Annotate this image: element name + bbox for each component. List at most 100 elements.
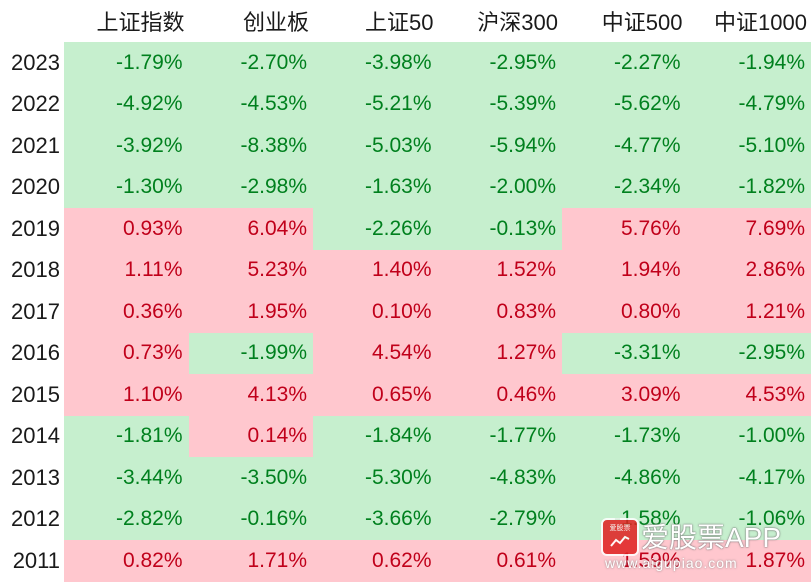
row-year-label: 2015 xyxy=(0,374,64,416)
heatmap-cell: 1.59% xyxy=(562,540,687,582)
heatmap-cell: -2.79% xyxy=(438,499,563,541)
column-header: 创业板 xyxy=(189,0,314,42)
heatmap-cell: 4.53% xyxy=(687,374,811,416)
heatmap-cell: 2.86% xyxy=(687,250,811,292)
heatmap-cell: -1.58% xyxy=(562,499,687,541)
heatmap-cell: 1.95% xyxy=(189,291,314,333)
heatmap-cell: -3.50% xyxy=(189,457,314,499)
heatmap-cell: -5.03% xyxy=(313,125,438,167)
heatmap-cell: -1.30% xyxy=(64,167,189,209)
heatmap-cell: -1.81% xyxy=(64,416,189,458)
heatmap-cell: 0.80% xyxy=(562,291,687,333)
heatmap-cell: -2.95% xyxy=(687,333,811,375)
table-row: 2021-3.92%-8.38%-5.03%-5.94%-4.77%-5.10% xyxy=(0,125,811,167)
heatmap-cell: -5.39% xyxy=(438,84,563,126)
heatmap-cell: 0.36% xyxy=(64,291,189,333)
heatmap-cell: 1.94% xyxy=(562,250,687,292)
heatmap-cell: 0.10% xyxy=(313,291,438,333)
heatmap-cell: -1.63% xyxy=(313,167,438,209)
row-year-label: 2018 xyxy=(0,250,64,292)
heatmap-cell: -0.13% xyxy=(438,208,563,250)
heatmap-cell: -1.79% xyxy=(64,42,189,84)
heatmap-cell: 0.62% xyxy=(313,540,438,582)
heatmap-cell: -2.70% xyxy=(189,42,314,84)
heatmap-cell: -3.66% xyxy=(313,499,438,541)
heatmap-cell: 3.09% xyxy=(562,374,687,416)
heatmap-cell: -4.17% xyxy=(687,457,811,499)
heatmap-cell: -5.94% xyxy=(438,125,563,167)
heatmap-cell: 0.14% xyxy=(189,416,314,458)
heatmap-cell: 4.54% xyxy=(313,333,438,375)
row-year-label: 2012 xyxy=(0,499,64,541)
heatmap-cell: 1.71% xyxy=(189,540,314,582)
heatmap-cell: -3.92% xyxy=(64,125,189,167)
column-header: 中证1000 xyxy=(687,0,811,42)
column-header: 上证50 xyxy=(313,0,438,42)
row-year-label: 2013 xyxy=(0,457,64,499)
heatmap-cell: -4.77% xyxy=(562,125,687,167)
heatmap-cell: -4.83% xyxy=(438,457,563,499)
heatmap-cell: -2.34% xyxy=(562,167,687,209)
heatmap-cell: -3.31% xyxy=(562,333,687,375)
row-year-label: 2022 xyxy=(0,84,64,126)
heatmap-cell: -2.98% xyxy=(189,167,314,209)
heatmap-cell: -1.82% xyxy=(687,167,811,209)
heatmap-cell: -1.73% xyxy=(562,416,687,458)
heatmap-cell: 4.13% xyxy=(189,374,314,416)
heatmap-cell: 0.65% xyxy=(313,374,438,416)
heatmap-cell: 0.61% xyxy=(438,540,563,582)
heatmap-cell: -4.79% xyxy=(687,84,811,126)
row-year-label: 2019 xyxy=(0,208,64,250)
heatmap-cell: -5.30% xyxy=(313,457,438,499)
table-row: 2014-1.81%0.14%-1.84%-1.77%-1.73%-1.00% xyxy=(0,416,811,458)
heatmap-cell: -2.82% xyxy=(64,499,189,541)
row-year-label: 2021 xyxy=(0,125,64,167)
row-year-label: 2023 xyxy=(0,42,64,84)
heatmap-cell: -2.00% xyxy=(438,167,563,209)
heatmap-cell: 5.23% xyxy=(189,250,314,292)
heatmap-cell: -5.10% xyxy=(687,125,811,167)
table-body: 2023-1.79%-2.70%-3.98%-2.95%-2.27%-1.94%… xyxy=(0,42,811,582)
table-row: 2023-1.79%-2.70%-3.98%-2.95%-2.27%-1.94% xyxy=(0,42,811,84)
heatmap-cell: -1.06% xyxy=(687,499,811,541)
row-year-label: 2020 xyxy=(0,167,64,209)
table-row: 2022-4.92%-4.53%-5.21%-5.39%-5.62%-4.79% xyxy=(0,84,811,126)
heatmap-cell: 0.73% xyxy=(64,333,189,375)
heatmap-cell: 6.04% xyxy=(189,208,314,250)
heatmap-cell: -2.27% xyxy=(562,42,687,84)
heatmap-cell: -2.95% xyxy=(438,42,563,84)
heatmap-cell: -5.62% xyxy=(562,84,687,126)
heatmap-cell: 1.52% xyxy=(438,250,563,292)
table-row: 2020-1.30%-2.98%-1.63%-2.00%-2.34%-1.82% xyxy=(0,167,811,209)
row-year-label: 2014 xyxy=(0,416,64,458)
header-corner xyxy=(0,0,64,42)
heatmap-cell: -1.99% xyxy=(189,333,314,375)
heatmap-cell: -3.44% xyxy=(64,457,189,499)
heatmap-cell: 5.76% xyxy=(562,208,687,250)
heatmap-cell: -4.92% xyxy=(64,84,189,126)
heatmap-cell: -1.00% xyxy=(687,416,811,458)
heatmap-cell: 1.87% xyxy=(687,540,811,582)
column-header: 沪深300 xyxy=(438,0,563,42)
row-year-label: 2016 xyxy=(0,333,64,375)
table-row: 2013-3.44%-3.50%-5.30%-4.83%-4.86%-4.17% xyxy=(0,457,811,499)
heatmap-cell: 0.82% xyxy=(64,540,189,582)
column-header: 中证500 xyxy=(562,0,687,42)
heatmap-cell: 0.93% xyxy=(64,208,189,250)
heatmap-cell: 0.83% xyxy=(438,291,563,333)
heatmap-cell: -5.21% xyxy=(313,84,438,126)
heatmap-cell: -1.84% xyxy=(313,416,438,458)
heatmap-cell: 7.69% xyxy=(687,208,811,250)
heatmap-cell: -0.16% xyxy=(189,499,314,541)
heatmap-cell: 1.27% xyxy=(438,333,563,375)
heatmap-cell: -1.77% xyxy=(438,416,563,458)
table-row: 2012-2.82%-0.16%-3.66%-2.79%-1.58%-1.06% xyxy=(0,499,811,541)
heatmap-cell: 1.11% xyxy=(64,250,189,292)
